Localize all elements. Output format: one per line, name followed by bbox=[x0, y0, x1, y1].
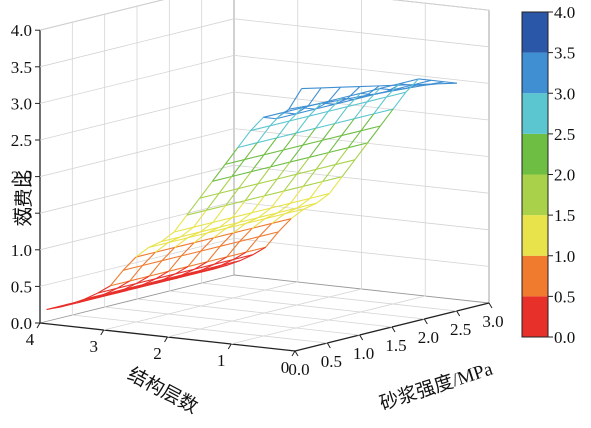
surface-line bbox=[431, 80, 444, 81]
y-tick-label: 2.0 bbox=[418, 328, 439, 347]
surface-line bbox=[263, 117, 276, 118]
surface-line bbox=[360, 93, 373, 94]
surface-line bbox=[340, 87, 359, 88]
colorbar-segment bbox=[522, 134, 548, 175]
z-tick-label: 3.0 bbox=[11, 94, 32, 113]
x-tick-mark bbox=[101, 330, 104, 335]
surface-line bbox=[321, 87, 340, 88]
colorbar-tick-label: 2.0 bbox=[554, 166, 575, 185]
surface-line bbox=[360, 86, 379, 87]
y-tick-label: 3.0 bbox=[482, 312, 503, 331]
colorbar-segment bbox=[522, 296, 548, 337]
y-tick-mark bbox=[424, 319, 427, 324]
y-tick-mark bbox=[360, 335, 363, 340]
colorbar: 0.0 0.5 1.0 1.5 2.0 2.5 3.0 3.5 4.0 bbox=[522, 3, 575, 347]
surface-line bbox=[444, 82, 457, 83]
y-tick-label: 1.5 bbox=[385, 336, 406, 355]
colorbar-tick-label: 1.0 bbox=[554, 247, 575, 266]
colorbar-tick-label: 0.0 bbox=[554, 328, 575, 347]
colorbar-tick-label: 2.5 bbox=[554, 125, 575, 144]
z-tick-label: 1.0 bbox=[11, 241, 32, 260]
y-tick-mark bbox=[295, 351, 298, 356]
colorbar-segment bbox=[522, 53, 548, 94]
y-axis-title: 砂浆强度/MPa bbox=[377, 358, 496, 415]
x-tick-mark bbox=[292, 351, 295, 356]
colorbar-segment bbox=[522, 93, 548, 134]
x-axis-title: 结构层数 bbox=[124, 363, 201, 418]
y-tick-mark bbox=[392, 327, 395, 332]
colorbar-tick-label: 0.5 bbox=[554, 287, 575, 306]
colorbar-tick-label: 4.0 bbox=[554, 3, 575, 22]
x-tick-mark bbox=[228, 344, 231, 349]
colorbar-segment bbox=[522, 175, 548, 216]
y-tick-mark bbox=[457, 311, 460, 316]
surface-line bbox=[302, 88, 321, 89]
z-tick-label: 3.5 bbox=[11, 58, 32, 77]
surface-line bbox=[283, 113, 296, 114]
colorbar-tick-label: 3.0 bbox=[554, 84, 575, 103]
colorbar-tick-label: 3.5 bbox=[554, 44, 575, 63]
y-tick-label: 0.5 bbox=[321, 352, 342, 371]
x-tick-mark bbox=[37, 323, 40, 328]
x-tick-label: 3 bbox=[90, 337, 99, 356]
z-tick-label: 4.0 bbox=[11, 21, 32, 40]
grid-line bbox=[168, 289, 362, 337]
surface-line bbox=[379, 85, 398, 86]
z-axis-title: 效费比 bbox=[13, 169, 35, 226]
surface-mesh bbox=[47, 79, 457, 310]
y-tick-label: 2.5 bbox=[450, 320, 471, 339]
y-tick-label: 1.0 bbox=[353, 344, 374, 363]
colorbar-tick-label: 1.5 bbox=[554, 206, 575, 225]
x-tick-label: 1 bbox=[217, 351, 226, 370]
surface-line bbox=[380, 89, 393, 90]
y-tick-mark bbox=[327, 343, 330, 348]
x-tick-mark bbox=[165, 337, 168, 342]
x-tick-label: 4 bbox=[26, 330, 35, 349]
y-tick-label: 0.0 bbox=[288, 360, 309, 379]
colorbar-segment bbox=[522, 12, 548, 53]
z-tick-label: 0.5 bbox=[11, 277, 32, 296]
surface-line bbox=[419, 79, 432, 80]
x-tick-label: 2 bbox=[153, 344, 162, 363]
colorbar-segment bbox=[522, 256, 548, 297]
z-tick-label: 2.5 bbox=[11, 131, 32, 150]
y-tick-mark bbox=[489, 303, 492, 308]
colorbar-segment bbox=[522, 215, 548, 256]
